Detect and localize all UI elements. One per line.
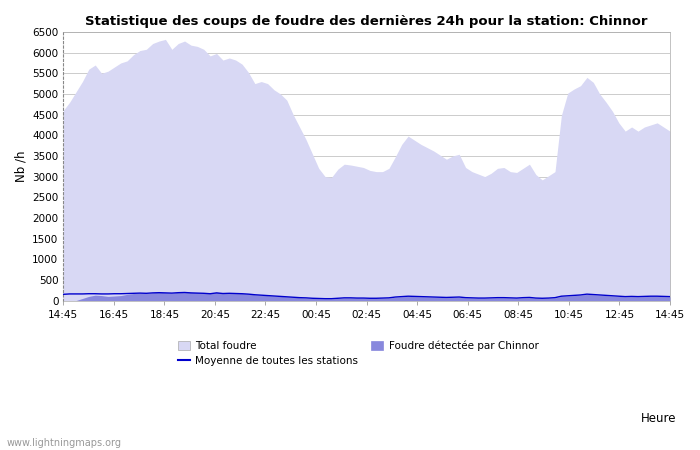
Title: Statistique des coups de foudre des dernières 24h pour la station: Chinnor: Statistique des coups de foudre des dern… <box>85 15 648 28</box>
Text: Heure: Heure <box>640 412 676 425</box>
Text: www.lightningmaps.org: www.lightningmaps.org <box>7 438 122 448</box>
Legend: Total foudre, Moyenne de toutes les stations, Foudre détectée par Chinnor: Total foudre, Moyenne de toutes les stat… <box>178 341 538 366</box>
Y-axis label: Nb /h: Nb /h <box>15 150 28 182</box>
